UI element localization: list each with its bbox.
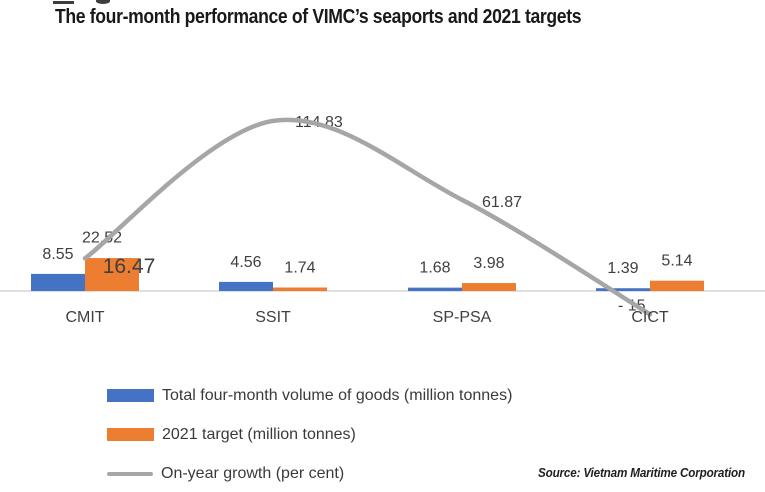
growth-line <box>82 117 653 317</box>
cropped-text-artifact <box>53 1 74 4</box>
value-label-SP-PSA-target: 3.98 <box>473 255 504 272</box>
legend-item-target: 2021 target (million tonnes) <box>107 415 512 454</box>
growth-label-CICT: - 15 <box>618 297 646 314</box>
cropped-text-artifact <box>96 0 110 4</box>
value-label-CICT-volume: 1.39 <box>607 260 638 277</box>
legend: Total four-month volume of goods (millio… <box>107 376 512 492</box>
category-label-CMIT: CMIT <box>65 309 104 326</box>
bar-CICT-volume <box>596 288 650 291</box>
category-label-SSIT: SSIT <box>255 309 291 326</box>
legend-swatch-blue <box>107 389 154 402</box>
legend-label-volume: Total four-month volume of goods (millio… <box>162 386 513 404</box>
growth-label-SP-PSA: 61.87 <box>482 194 522 211</box>
bar-SSIT-volume <box>219 281 273 291</box>
bar-CMIT-target <box>85 258 139 291</box>
legend-item-growth: On-year growth (per cent) <box>107 454 512 492</box>
legend-label-growth: On-year growth (per cent) <box>161 464 345 482</box>
bar-SP-PSA-target <box>462 283 516 291</box>
bar-CMIT-volume <box>31 273 85 291</box>
bar-CICT-target <box>650 280 704 291</box>
value-label-SP-PSA-volume: 1.68 <box>419 260 450 277</box>
value-label-SSIT-volume: 4.56 <box>230 254 261 271</box>
category-label-SP-PSA: SP-PSA <box>433 309 492 326</box>
legend-swatch-line <box>107 471 153 476</box>
value-label-CMIT-target: 16.47 <box>103 255 156 278</box>
value-label-CMIT-volume: 8.55 <box>42 246 73 263</box>
bar-SP-PSA-volume <box>408 287 462 291</box>
legend-item-volume: Total four-month volume of goods (millio… <box>107 376 512 415</box>
category-label-CICT: CICT <box>631 309 669 326</box>
legend-swatch-orange <box>107 428 154 441</box>
legend-label-target: 2021 target (million tonnes) <box>162 425 356 443</box>
value-label-CICT-target: 5.14 <box>661 253 692 270</box>
bar-SSIT-target <box>273 287 327 291</box>
value-label-SSIT-target: 1.74 <box>284 260 315 277</box>
source-credit: Source: Vietnam Maritime Corporation <box>538 465 745 480</box>
chart-title: The four-month performance of VIMC’s sea… <box>55 6 582 28</box>
